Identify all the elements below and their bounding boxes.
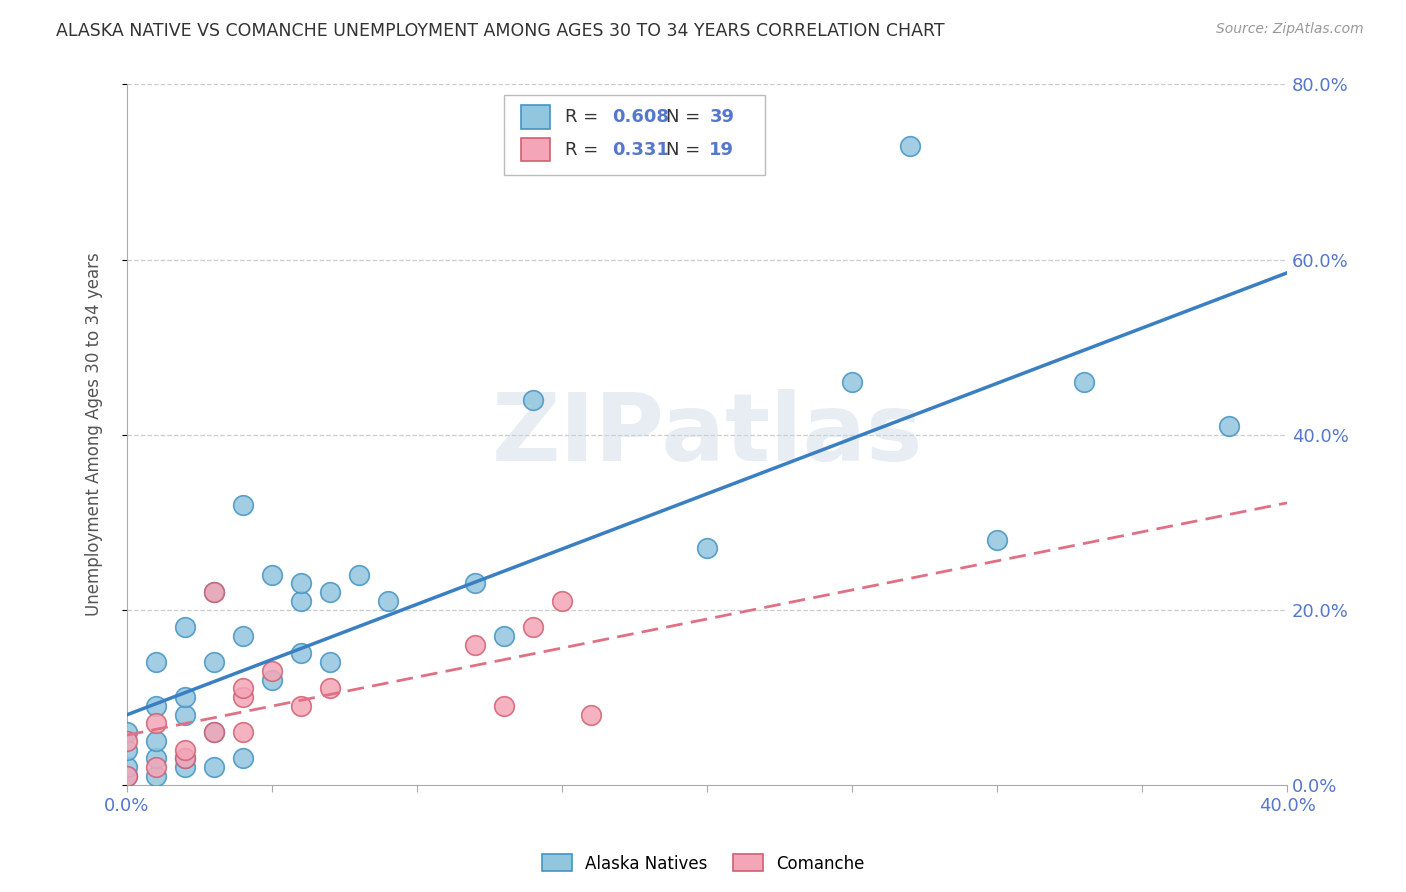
Point [464, 638, 486, 652]
Point [232, 690, 254, 705]
Point [232, 751, 254, 765]
Text: 19: 19 [709, 141, 734, 159]
Point [232, 681, 254, 696]
Point [115, 734, 138, 748]
Point [319, 585, 342, 599]
Point [579, 707, 602, 722]
Point [174, 690, 197, 705]
Point [551, 594, 574, 608]
Text: Source: ZipAtlas.com: Source: ZipAtlas.com [1216, 22, 1364, 37]
Point [377, 594, 399, 608]
Point [492, 698, 515, 713]
Point [174, 760, 197, 774]
Point [145, 698, 167, 713]
Point [202, 585, 225, 599]
Point [145, 716, 167, 731]
Text: 0.331: 0.331 [612, 141, 669, 159]
Text: R =: R = [565, 141, 605, 159]
Point [145, 751, 167, 765]
Point [115, 743, 138, 757]
Point [522, 620, 544, 634]
Point [464, 576, 486, 591]
Point [202, 585, 225, 599]
Point [145, 769, 167, 783]
FancyBboxPatch shape [522, 105, 550, 128]
Text: N =: N = [666, 141, 706, 159]
Point [145, 734, 167, 748]
Text: 0.608: 0.608 [612, 108, 669, 126]
Point [290, 647, 312, 661]
Point [174, 743, 197, 757]
FancyBboxPatch shape [522, 138, 550, 161]
Text: R =: R = [565, 108, 605, 126]
Point [232, 498, 254, 512]
Point [115, 769, 138, 783]
Legend: Alaska Natives, Comanche: Alaska Natives, Comanche [536, 847, 870, 880]
Point [319, 655, 342, 669]
Point [696, 541, 718, 556]
Point [841, 375, 863, 389]
Point [174, 707, 197, 722]
Point [260, 664, 283, 678]
Text: 39: 39 [709, 108, 734, 126]
Point [290, 698, 312, 713]
FancyBboxPatch shape [503, 95, 765, 176]
Text: N =: N = [666, 108, 706, 126]
Point [319, 681, 342, 696]
Text: ZIPatlas: ZIPatlas [491, 389, 922, 481]
Point [986, 533, 1008, 547]
Point [898, 138, 921, 153]
Point [1073, 375, 1095, 389]
Point [115, 725, 138, 739]
Point [145, 760, 167, 774]
Point [145, 655, 167, 669]
Point [115, 769, 138, 783]
Point [202, 725, 225, 739]
Point [522, 392, 544, 407]
Point [115, 760, 138, 774]
Point [290, 576, 312, 591]
Point [1218, 418, 1240, 433]
Point [202, 655, 225, 669]
Point [347, 567, 370, 582]
Point [260, 567, 283, 582]
Point [202, 760, 225, 774]
Y-axis label: Unemployment Among Ages 30 to 34 years: Unemployment Among Ages 30 to 34 years [86, 252, 103, 616]
Point [174, 620, 197, 634]
Text: ALASKA NATIVE VS COMANCHE UNEMPLOYMENT AMONG AGES 30 TO 34 YEARS CORRELATION CHA: ALASKA NATIVE VS COMANCHE UNEMPLOYMENT A… [56, 22, 945, 40]
Point [232, 629, 254, 643]
Point [492, 629, 515, 643]
Point [290, 594, 312, 608]
Point [174, 751, 197, 765]
Point [260, 673, 283, 687]
Point [174, 751, 197, 765]
Point [232, 725, 254, 739]
Point [202, 725, 225, 739]
